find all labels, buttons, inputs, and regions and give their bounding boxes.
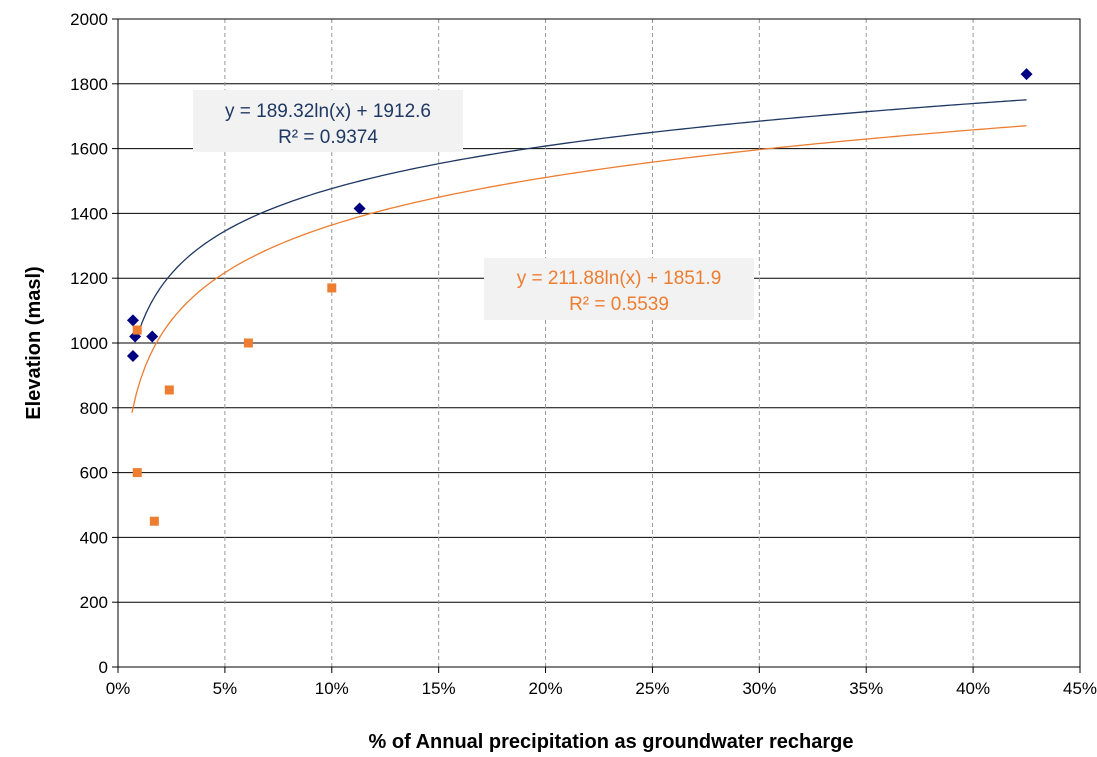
data-point-series-1	[1020, 68, 1033, 81]
x-tick-label: 20%	[529, 679, 563, 698]
trendlines	[131, 99, 1027, 413]
y-tick-label: 2000	[70, 10, 108, 29]
x-tick-label: 35%	[849, 679, 883, 698]
x-tick-label: 40%	[956, 679, 990, 698]
x-axis-title: % of Annual precipitation as groundwater…	[369, 731, 854, 753]
trendline-equation-series-1: y = 189.32ln(x) + 1912.6	[225, 101, 431, 122]
y-tick-label: 1600	[70, 140, 108, 159]
x-tick-label: 0%	[106, 679, 131, 698]
y-tick-label: 1400	[70, 204, 108, 223]
x-tick-label: 30%	[742, 679, 776, 698]
y-axis-title: Elevation (masl)	[23, 266, 45, 419]
data-point-series-1	[146, 330, 159, 343]
data-point-series-1	[353, 202, 366, 215]
tick-labels: 0 200 400 600 800 1000 1200 1400 1600 1800 2000 0% 5…	[70, 10, 1097, 698]
data-point-series-2	[327, 283, 337, 293]
y-tick-label: 0	[99, 658, 108, 677]
y-tick-label: 1000	[70, 334, 108, 353]
y-tick-label: 200	[80, 593, 108, 612]
x-tick-label: 10%	[315, 679, 349, 698]
data-point-series-2	[243, 338, 253, 348]
plot-area-border	[117, 18, 1081, 668]
y-tick-label: 600	[80, 464, 108, 483]
y-tick-label: 800	[80, 399, 108, 418]
x-tick-label: 15%	[422, 679, 456, 698]
y-tick-label: 1800	[70, 75, 108, 94]
data-point-series-2	[132, 468, 142, 478]
data-point-series-1	[126, 349, 139, 362]
trendline-r2-series-2: R² = 0.5539	[569, 294, 669, 315]
data-point-series-2	[132, 325, 142, 335]
y-tick-label: 400	[80, 528, 108, 547]
x-tick-label: 5%	[213, 679, 238, 698]
data-points	[126, 68, 1033, 526]
trendline-label-series-2: y = 211.88ln(x) + 1851.9 R² = 0.5539	[484, 258, 754, 320]
axes	[112, 18, 1081, 673]
y-tick-label: 1200	[70, 269, 108, 288]
data-point-series-2	[164, 385, 174, 395]
trendline-series-2	[131, 125, 1027, 413]
trendline-series-1	[136, 99, 1027, 337]
x-tick-label: 45%	[1063, 679, 1097, 698]
trendline-r2-series-1: R² = 0.9374	[278, 127, 378, 148]
trendline-equation-series-2: y = 211.88ln(x) + 1851.9	[517, 268, 722, 289]
x-tick-label: 25%	[635, 679, 669, 698]
trendline-label-series-1: y = 189.32ln(x) + 1912.6 R² = 0.9374	[193, 90, 463, 152]
data-point-series-1	[126, 314, 139, 327]
data-point-series-2	[149, 516, 159, 526]
